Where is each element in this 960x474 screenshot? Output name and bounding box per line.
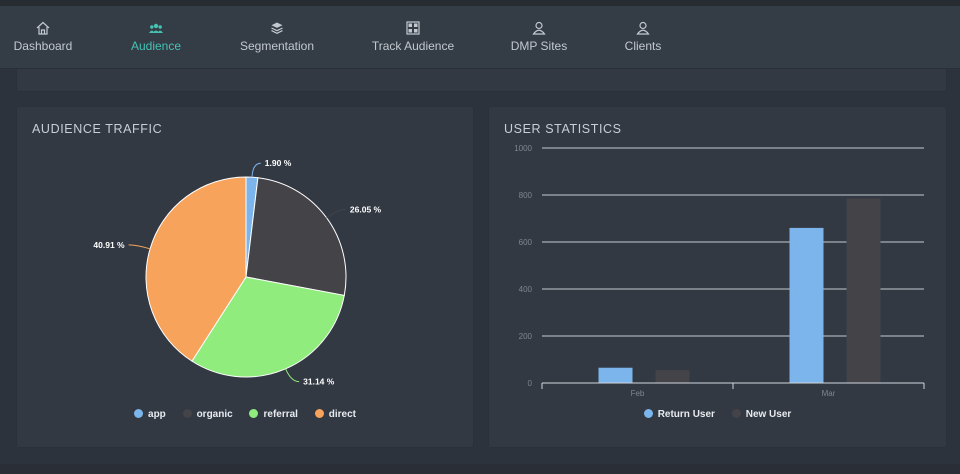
bar-return-user-feb[interactable] [598,367,633,383]
legend-label-organic: organic [196,409,233,420]
legend-label-direct: direct [328,409,356,420]
legend-label-return-user: Return User [657,409,715,420]
x-tick-label: Mar [822,389,836,398]
pie-connector-app [251,162,261,178]
legend-dot [134,409,144,418]
pie-chart: 1.90 % 26.05 % 31.14 % 40.91 % [93,158,382,387]
legend-dot [731,409,741,418]
legend-item-direct[interactable]: direct [314,409,356,420]
audience-traffic-title: AUDIENCE TRAFFIC [32,122,163,136]
user-statistics-title: USER STATISTICS [504,122,622,136]
pie-data-label-direct: 40.91 % [93,240,125,250]
y-tick-label: 600 [519,238,533,247]
nav-audience[interactable]: Audience [126,6,186,68]
y-tick-label: 1000 [514,144,532,153]
pie-data-label-referral: 31.14 % [303,377,335,387]
pie-connector-organic [326,209,346,219]
legend-dot [314,409,324,418]
main-navbar: Dashboard Audience Segmentation Track Au… [0,6,960,69]
legend-dot [643,409,653,418]
users-icon [149,23,163,33]
pie-connector-direct [128,244,151,250]
bottom-bar [0,464,960,474]
nav-clients[interactable]: Clients [616,6,670,68]
legend-dot [249,409,259,418]
nav-track-audience-label: Track Audience [371,39,455,53]
legend-label-referral: referral [263,409,298,420]
pie-slice-organic[interactable] [245,177,347,297]
legend-item-new-user[interactable]: New User [731,409,792,420]
user-icon [532,21,546,35]
bar-new-user-feb[interactable] [655,370,690,383]
top-strip [0,0,960,6]
nav-dashboard[interactable]: Dashboard [8,6,78,68]
nav-dashboard-label: Dashboard [13,39,73,53]
bar-new-user-mar[interactable] [846,198,881,383]
y-tick-label: 200 [519,332,533,341]
nav-dmp-sites-label: DMP Sites [510,39,568,53]
collapsed-panel [16,69,947,92]
bar-chart: 0 200 400 600 800 1000 Feb Mar [514,144,925,398]
user-icon [636,21,650,35]
legend-label-app: app [148,409,166,420]
legend-item-organic[interactable]: organic [182,409,233,420]
pie-data-label-app: 1.90 % [265,158,292,168]
audience-traffic-panel: AUDIENCE TRAFFIC 1.90 % 26.05 % 31.14 % 40.… [16,106,474,448]
home-icon [36,21,50,35]
legend-item-app[interactable]: app [134,409,166,420]
bar-return-user-mar[interactable] [789,227,824,383]
pie-data-label-organic: 26.05 % [350,205,382,215]
y-tick-label: 0 [528,379,533,388]
x-tick-label: Feb [631,389,645,398]
legend-dot [182,409,192,418]
legend-item-referral[interactable]: referral [249,409,298,420]
user-statistics-panel: USER STATISTICS 0 200 400 600 800 1000 Feb Mar … [488,106,947,448]
pie-legend: app organic referral direct [17,409,473,420]
legend-item-return-user[interactable]: Return User [643,409,715,420]
nav-dmp-sites[interactable]: DMP Sites [504,6,574,68]
nav-segmentation-label: Segmentation [239,39,315,53]
grid-icon [406,21,420,35]
bar-legend: Return User New User [489,409,946,420]
legend-label-new-user: New User [745,409,792,420]
nav-audience-label: Audience [130,39,182,53]
pie-slice-direct[interactable] [145,176,247,362]
y-tick-label: 400 [519,285,533,294]
layers-icon [271,22,283,34]
y-tick-label: 800 [519,191,533,200]
nav-track-audience[interactable]: Track Audience [368,6,458,68]
nav-clients-label: Clients [624,39,662,53]
pie-connector-referral [285,368,300,383]
nav-segmentation[interactable]: Segmentation [236,6,318,68]
